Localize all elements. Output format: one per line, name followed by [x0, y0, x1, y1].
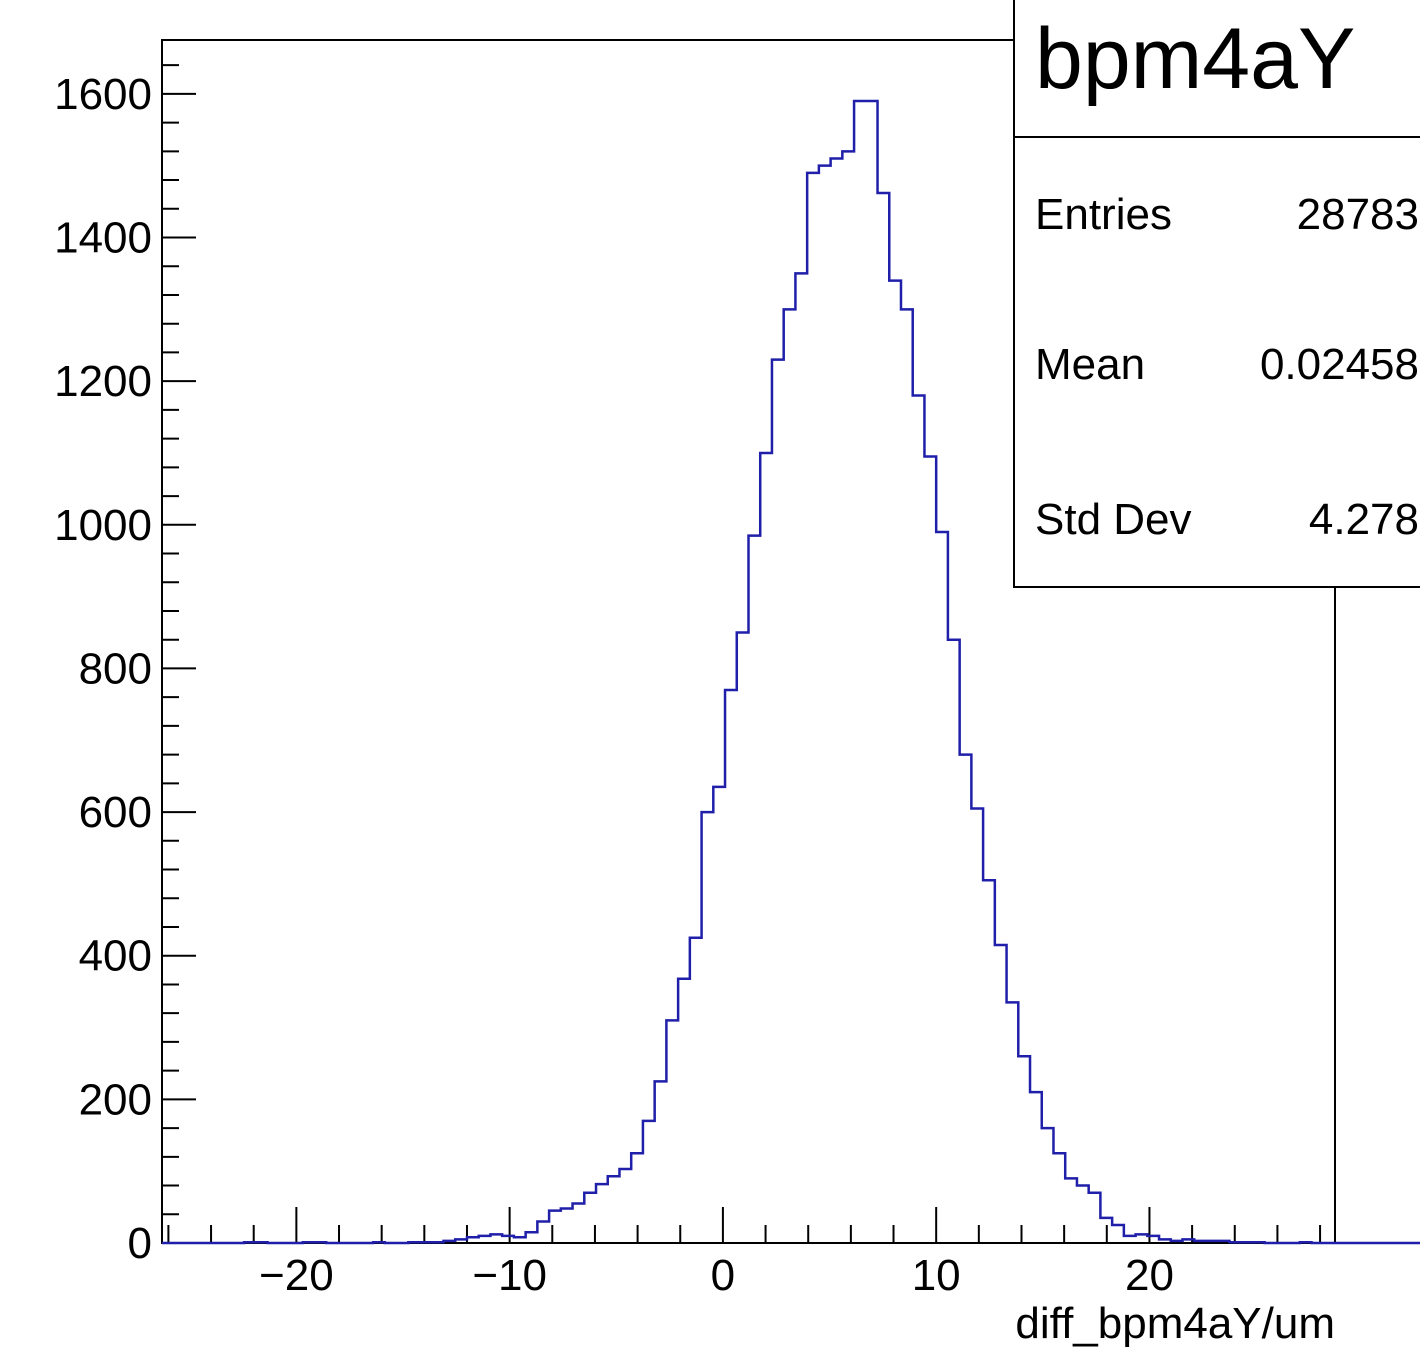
y-axis: 0 200 400 600 800 1000 1200 1400 1600: [54, 64, 196, 1268]
y-tick-label: 600: [79, 788, 152, 837]
stats-title: bpm4aY: [1035, 11, 1356, 107]
plot-frame: [161, 39, 1336, 1244]
y-tick-label: 200: [79, 1075, 152, 1124]
stat-row-stddev: Std Dev 4.278: [1015, 495, 1420, 555]
y-tick-label: 1400: [54, 214, 152, 263]
y-tick-label: 1000: [54, 501, 152, 550]
stat-label-entries: Entries: [1035, 190, 1172, 239]
stat-value-entries: 28783: [1296, 190, 1419, 239]
stat-row-entries: Entries 28783: [1015, 190, 1420, 250]
stat-value-mean: 0.02458: [1259, 340, 1419, 389]
stats-title-cell: bpm4aY: [1015, 0, 1420, 138]
x-tick-label: 20: [1125, 1251, 1174, 1300]
stat-label-stddev: Std Dev: [1035, 495, 1192, 544]
x-tick-label: −20: [259, 1251, 334, 1300]
y-tick-label: 0: [128, 1219, 152, 1268]
stats-box: bpm4aY Entries 28783 Mean 0.02458 Std De…: [1013, 0, 1420, 588]
x-tick-label: −10: [472, 1251, 547, 1300]
x-axis: −20 −10 0 10 20: [167, 1207, 1322, 1300]
stat-label-mean: Mean: [1035, 340, 1146, 389]
stat-row-mean: Mean 0.02458: [1015, 340, 1420, 400]
y-tick-label: 800: [79, 644, 152, 693]
x-tick-label: 10: [912, 1251, 961, 1300]
y-tick-label: 1600: [54, 70, 152, 119]
y-tick-label: 400: [79, 932, 152, 981]
stat-value-stddev: 4.278: [1308, 495, 1419, 544]
x-axis-label: diff_bpm4aY/um: [1015, 1299, 1335, 1348]
x-tick-label: 0: [711, 1251, 735, 1300]
y-tick-label: 1200: [54, 357, 152, 406]
histogram-series: [162, 99, 1420, 1245]
